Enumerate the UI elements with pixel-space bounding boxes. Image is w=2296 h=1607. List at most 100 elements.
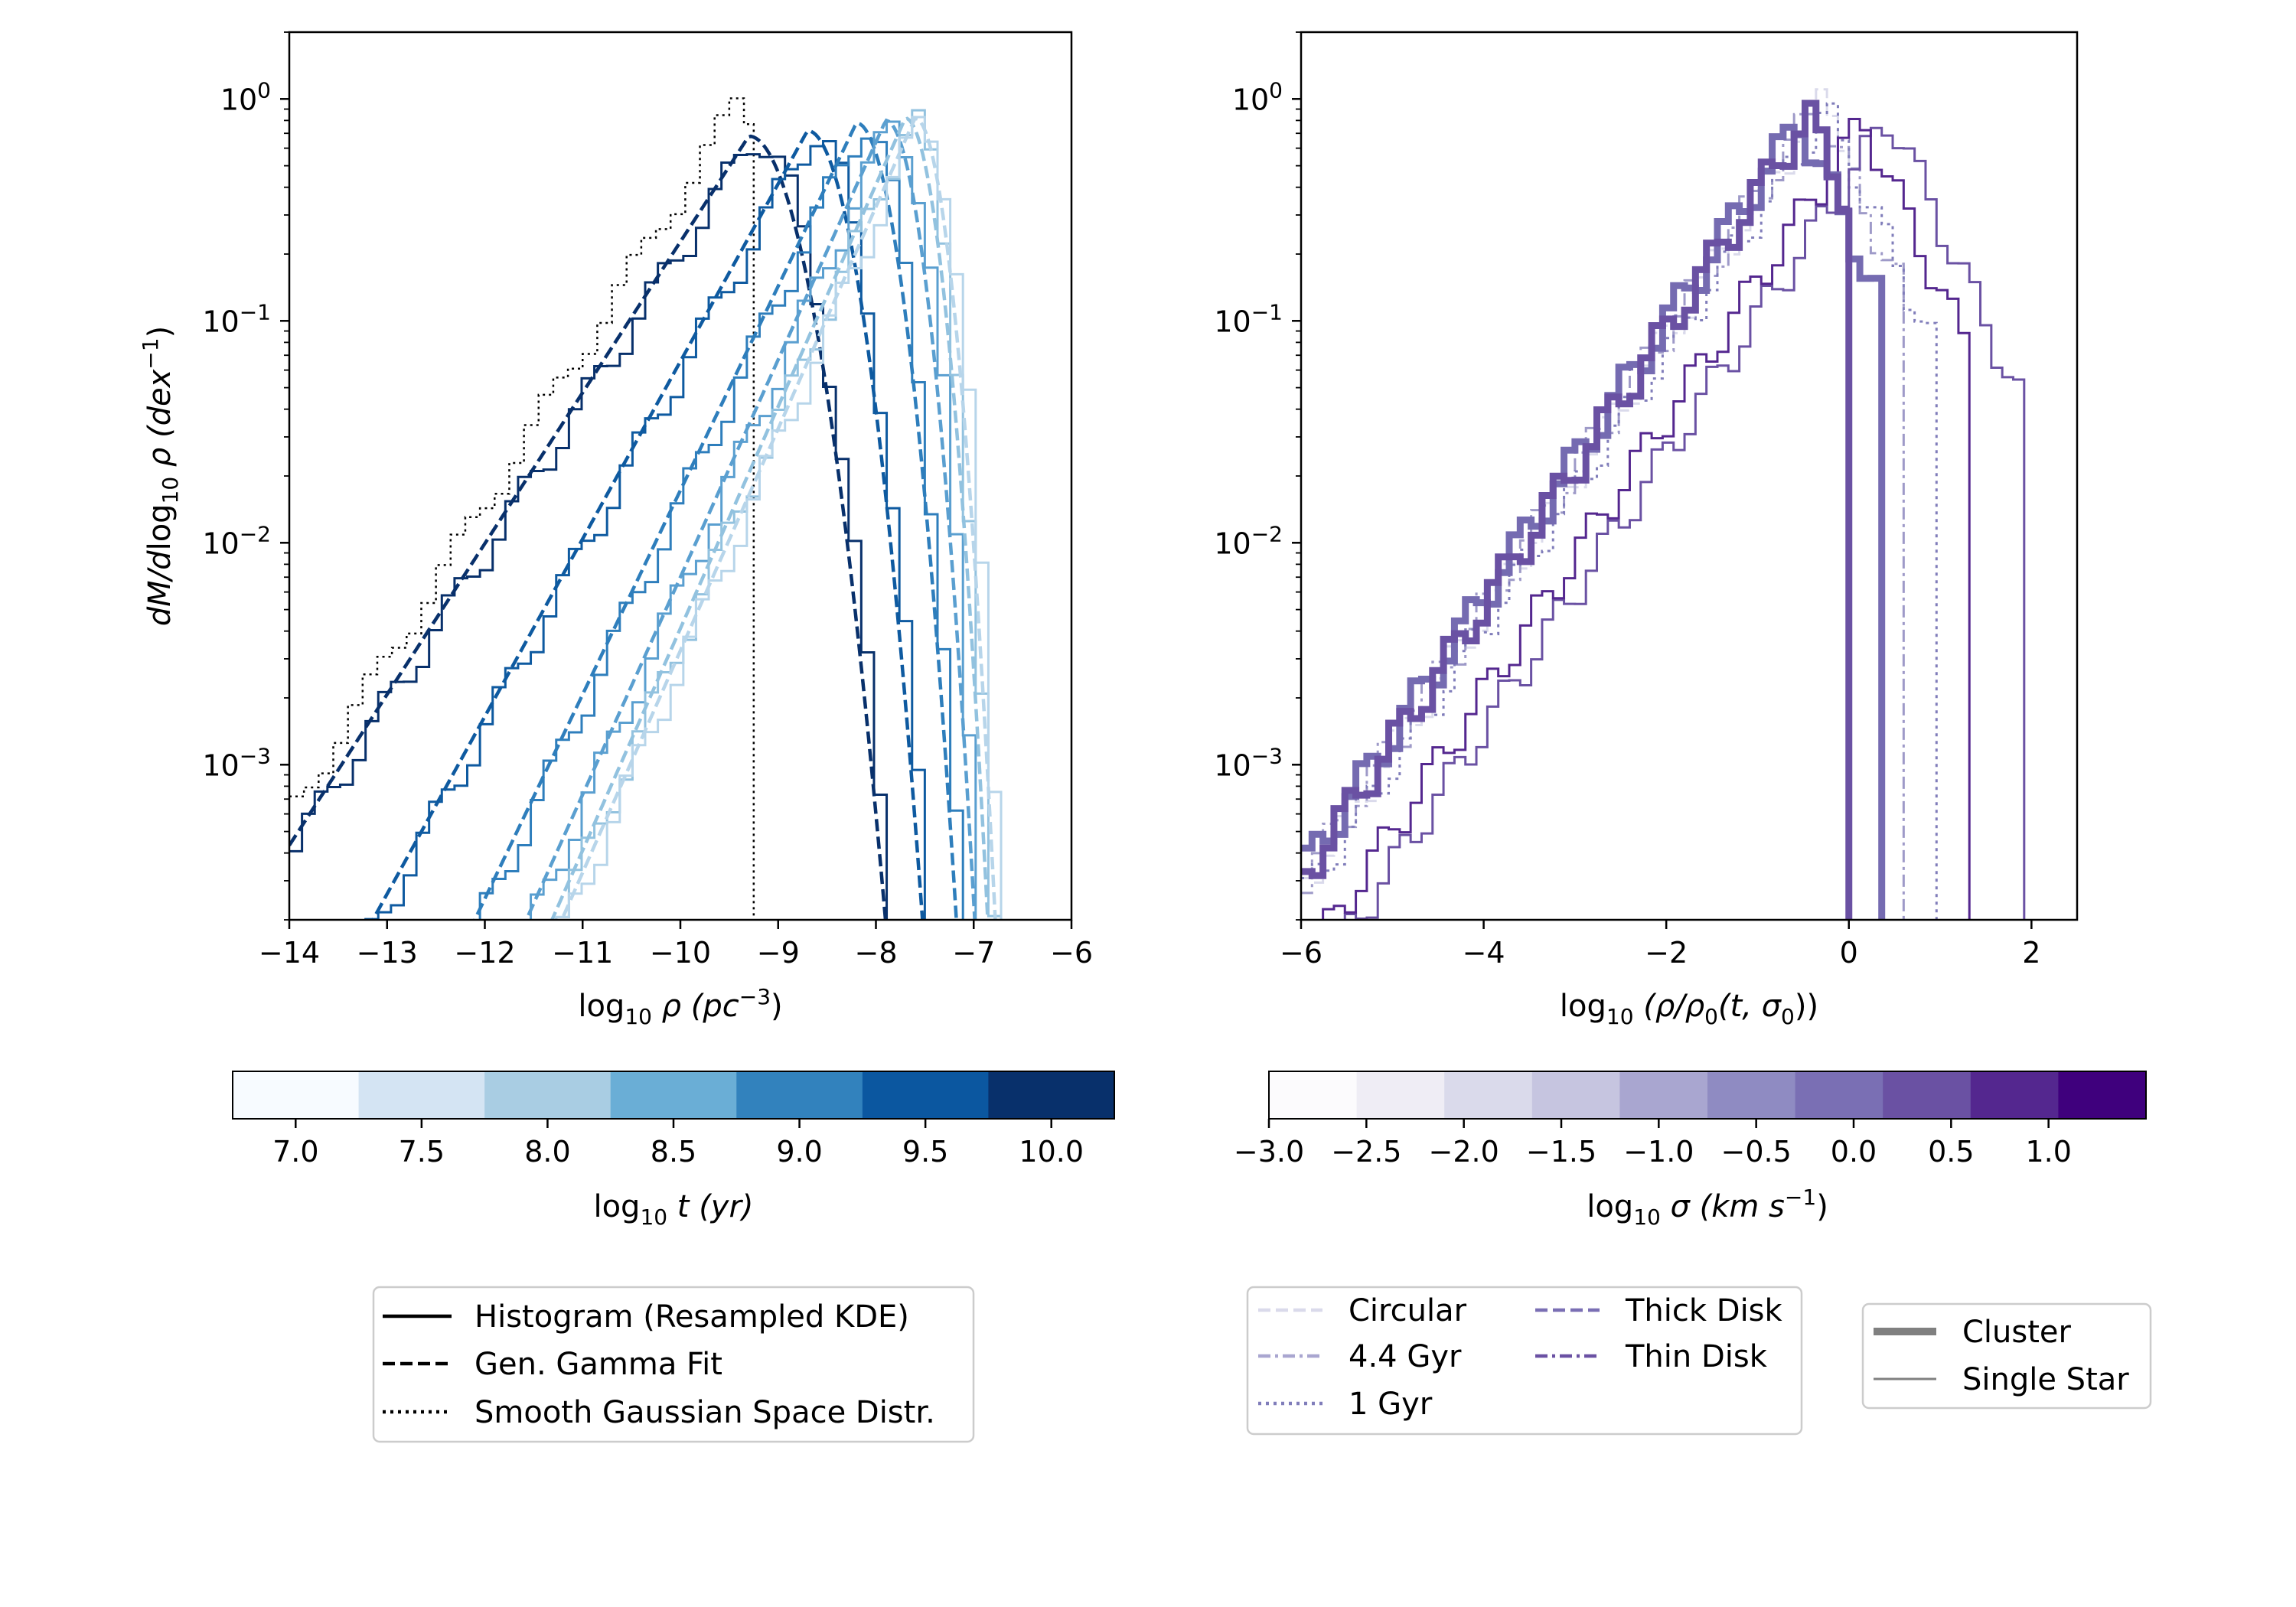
x-tick-label: −14 xyxy=(259,936,320,970)
colorbar-segment xyxy=(736,1071,863,1119)
left-y-ticks: 10−3 10−2 10−1 100 xyxy=(202,31,289,921)
legend-1-gyr-label: 1 Gyr xyxy=(1349,1387,1433,1422)
colorbar-tick-label: −2.5 xyxy=(1331,1135,1401,1169)
x-tick-label: −10 xyxy=(650,936,711,970)
colorbar-segment xyxy=(1883,1071,1971,1119)
colorbar-segment xyxy=(1356,1071,1445,1119)
right-colorbar-frame xyxy=(1268,1071,2147,1120)
legend-4-4-gyr-label: 4.4 Gyr xyxy=(1349,1339,1462,1374)
legend-single-star-label: Single Star xyxy=(1962,1362,2129,1397)
smooth-gaussian-histogram xyxy=(289,97,755,920)
colorbar-segment xyxy=(233,1071,360,1119)
colorbar-tick-label: −0.5 xyxy=(1721,1135,1792,1169)
x-tick-label: 2 xyxy=(2022,936,2040,970)
x-tick-label: −2 xyxy=(1645,936,1688,970)
x-tick-label: −6 xyxy=(1280,936,1322,970)
colorbar-tick-label: 8.5 xyxy=(651,1135,696,1169)
distribution-series-0 xyxy=(1301,88,1851,920)
distribution-series-2 xyxy=(1301,102,1938,920)
colorbar-segment xyxy=(1795,1071,1883,1119)
legend-gamma-fit-label: Gen. Gamma Fit xyxy=(475,1347,722,1382)
x-tick-label: −7 xyxy=(952,936,995,970)
histogram-series-5 xyxy=(555,116,1003,920)
left-colorbar-ticks: 7.0 7.5 8.0 8.5 9.0 9.5 10.0 xyxy=(272,1119,1084,1169)
distribution-series-6 xyxy=(1301,99,1853,920)
left-colorbar xyxy=(233,1071,1115,1119)
x-tick-label: −11 xyxy=(552,936,613,970)
legend-smooth-gaussian-label: Smooth Gaussian Space Distr. xyxy=(475,1395,935,1430)
left-legend-box xyxy=(372,1286,975,1443)
gamma-fit-series-1 xyxy=(370,129,925,920)
left-plot-area xyxy=(289,97,1003,920)
colorbar-tick-label: −2.0 xyxy=(1429,1135,1499,1169)
right-axes-frame xyxy=(1300,31,2079,921)
left-y-axis-label: dM/dlog10 ρ (dex−1) xyxy=(138,326,183,626)
colorbar-tick-label: −1.0 xyxy=(1623,1135,1694,1169)
left-colorbar-label: log10 t (yr) xyxy=(593,1189,753,1230)
y-tick-label: 100 xyxy=(1232,77,1283,116)
colorbar-tick-label: 7.5 xyxy=(399,1135,445,1169)
y-tick-label: 100 xyxy=(220,77,271,116)
gamma-fit-series-4 xyxy=(550,116,990,920)
plot-clip-group xyxy=(289,97,1003,920)
colorbar-tick-label: 7.0 xyxy=(272,1135,318,1169)
colorbar-tick-label: 9.5 xyxy=(902,1135,948,1169)
y-tick-label: 10−2 xyxy=(202,521,271,560)
right-colorbar xyxy=(1269,1071,2147,1119)
plot-clip-group xyxy=(1301,88,2026,920)
x-tick-label: −8 xyxy=(854,936,897,970)
right-legend-scenarios: Circular 4.4 Gyr 1 Gyr Thick Disk Thin D… xyxy=(1246,1286,1803,1436)
right-legend-scenarios-box xyxy=(1246,1286,1803,1436)
colorbar-segment xyxy=(1970,1071,2059,1119)
right-legend-linewidth: Cluster Single Star xyxy=(1861,1302,2152,1410)
left-legend: Histogram (Resampled KDE) Gen. Gamma Fit… xyxy=(372,1286,975,1443)
colorbar-segment xyxy=(358,1071,485,1119)
gamma-fit-series-0 xyxy=(289,134,888,920)
distribution-series-3 xyxy=(1343,126,2026,920)
left-x-axis-label: log10 ρ (pc−3) xyxy=(578,984,782,1029)
y-tick-label: 10−1 xyxy=(202,299,271,338)
colorbar-tick-label: −3.0 xyxy=(1234,1135,1304,1169)
colorbar-tick-label: 0.5 xyxy=(1928,1135,1974,1169)
distribution-series-5 xyxy=(1301,123,1886,920)
legend-thick-disk-label: Thick Disk xyxy=(1625,1293,1783,1328)
gamma-fit-series-3 xyxy=(524,118,977,920)
x-tick-label: −6 xyxy=(1050,936,1093,970)
legend-cluster-label: Cluster xyxy=(1962,1315,2072,1350)
colorbar-tick-label: 10.0 xyxy=(1019,1135,1084,1169)
colorbar-tick-label: 1.0 xyxy=(2025,1135,2071,1169)
y-tick-label: 10−2 xyxy=(1214,521,1283,560)
left-panel: −14 −13 −12 −11 −10 −9 −8 −7 −6 10−310−210−1100 … xyxy=(138,31,1115,1443)
colorbar-segment xyxy=(1619,1071,1708,1119)
y-tick-label: 10−3 xyxy=(1214,743,1283,782)
distribution-series-1 xyxy=(1301,112,1905,920)
colorbar-tick-label: 0.0 xyxy=(1831,1135,1877,1169)
legend-circular-label: Circular xyxy=(1349,1293,1467,1328)
colorbar-segment xyxy=(2058,1071,2147,1119)
colorbar-tick-label: 9.0 xyxy=(776,1135,822,1169)
x-tick-label: −13 xyxy=(357,936,418,970)
legend-thin-disk-label: Thin Disk xyxy=(1625,1339,1768,1374)
right-y-ticks: 10−3 10−2 10−1 100 xyxy=(1214,31,1301,921)
right-x-axis-label: log10 (ρ/ρ0(t, σ0)) xyxy=(1560,989,1818,1029)
right-plot-area xyxy=(1301,88,2026,920)
colorbar-segment xyxy=(1269,1071,1358,1119)
right-panel: −6 −4 −2 0 2 10−3 10−2 10−1 100 log10 (ρ/ρ0(t, … xyxy=(1214,31,2152,1436)
left-x-ticks: −14 −13 −12 −11 −10 −9 −8 −7 −6 xyxy=(259,920,1093,970)
x-tick-label: −4 xyxy=(1463,936,1505,970)
histogram-series-2 xyxy=(478,137,964,920)
colorbar-tick-label: −1.5 xyxy=(1526,1135,1596,1169)
legend-histogram-label: Histogram (Resampled KDE) xyxy=(475,1299,909,1335)
colorbar-segment xyxy=(1531,1071,1620,1119)
right-colorbar-ticks: −3.0 −2.5 −2.0 −1.5 −1.0 −0.5 0.0 0.5 1.0 xyxy=(1234,1119,2072,1169)
gamma-fit-series-5 xyxy=(559,116,997,920)
colorbar-segment xyxy=(1707,1071,1796,1119)
colorbar-segment xyxy=(610,1071,737,1119)
y-tick-label: 10−1 xyxy=(1214,299,1283,338)
y-tick-label: 10−3 xyxy=(202,743,271,782)
histogram-series-4 xyxy=(555,109,1003,920)
x-tick-label: −9 xyxy=(757,936,800,970)
right-colorbar-label: log10 σ (km s−1) xyxy=(1587,1185,1828,1230)
right-x-ticks: −6 −4 −2 0 2 xyxy=(1280,920,2040,970)
